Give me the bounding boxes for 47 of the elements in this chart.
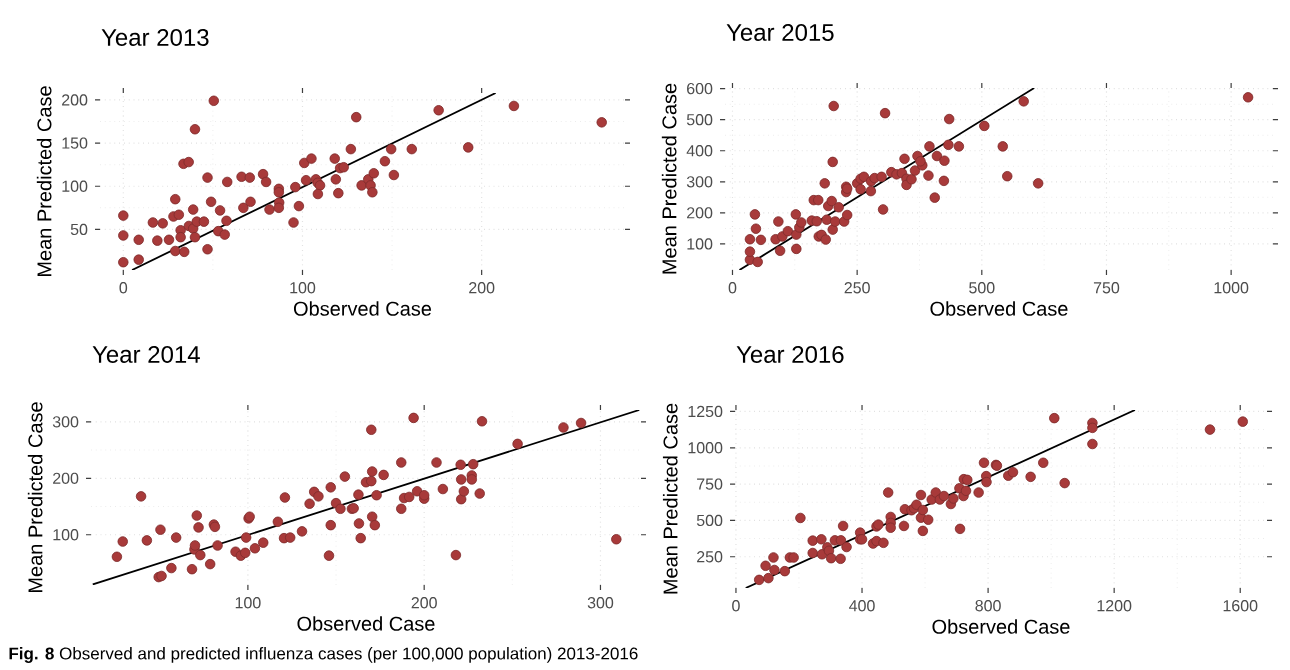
y-axis-title: Mean Predicted Case	[27, 402, 43, 593]
x-axis-title: Observed Case	[932, 619, 1070, 634]
y-tick-label: 400	[686, 145, 713, 157]
x-tick-label: 500	[969, 282, 995, 294]
chart-title: Year 2013	[101, 28, 209, 46]
y-tick-label: 50	[70, 223, 88, 236]
y-tick-label: 100	[687, 238, 713, 250]
x-tick-label: 100	[235, 597, 261, 609]
y-tick-label: 200	[62, 94, 88, 106]
y-tick-label: 300	[686, 176, 713, 188]
y-tick-label: 1000	[688, 442, 723, 454]
x-tick-label: 400	[849, 600, 875, 612]
x-tick-label: 200	[411, 597, 437, 609]
y-tick-label: 200	[53, 472, 79, 484]
chart-title: Year 2014	[92, 345, 200, 363]
y-tick-label: 200	[687, 207, 713, 219]
y-tick-label: 500	[696, 514, 723, 527]
y-tick-label: 1250	[688, 405, 723, 418]
x-tick-label: 1000	[1214, 282, 1249, 294]
x-tick-label: 800	[975, 600, 1001, 612]
x-tick-label: 0	[728, 282, 737, 294]
y-tick-label: 750	[697, 478, 723, 490]
x-tick-label: 300	[587, 597, 614, 609]
y-tick-label: 300	[52, 416, 79, 428]
y-tick-label: 500	[686, 114, 713, 126]
y-axis-title: Mean Predicted Case	[661, 83, 677, 274]
y-tick-label: 600	[687, 82, 713, 95]
y-axis-title: Mean Predicted Case	[36, 86, 52, 277]
y-tick-label: 150	[62, 137, 88, 149]
text: Fig. 8 Observed and predicted influenza cases (per 100,000 population) 2013-2016	[9, 647, 638, 663]
x-axis-title: Observed Case	[930, 301, 1068, 316]
x-axis-title: Observed Case	[297, 616, 435, 631]
chart-title: Year 2015	[726, 23, 834, 41]
chart-title: Year 2016	[736, 345, 844, 363]
x-tick-label: 250	[844, 282, 870, 294]
y-axis-title: Mean Predicted Case	[662, 403, 678, 594]
x-axis-title: Observed Case	[293, 301, 432, 316]
x-tick-label: 1200	[1097, 600, 1132, 612]
x-tick-label: 750	[1093, 282, 1120, 294]
x-tick-label: 0	[732, 600, 740, 612]
y-tick-label: 250	[697, 551, 723, 563]
x-tick-label: 1600	[1223, 600, 1258, 612]
x-tick-label: 200	[469, 282, 495, 294]
x-tick-label: 100	[290, 282, 316, 294]
y-tick-label: 100	[53, 529, 79, 541]
y-tick-label: 100	[62, 180, 88, 192]
x-tick-label: 0	[119, 282, 128, 294]
